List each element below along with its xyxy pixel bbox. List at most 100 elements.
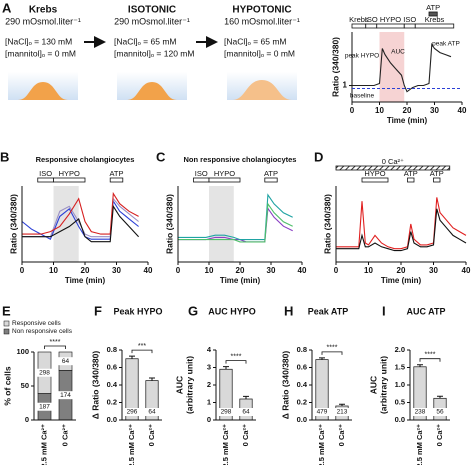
trace [352,42,452,93]
x-tick-label: 10 [205,266,214,275]
error-bar [319,357,325,360]
significance-bracket [419,358,441,362]
y-tick-label: 0.4 [297,380,308,389]
period-bar [376,23,405,29]
x-tick-label: 2.5 mM Ca²⁺ [127,424,136,465]
annotation: peak ATP [432,41,460,48]
mannitol: [mannitol]ₒ = 0 mM [5,48,76,58]
legend-swatch [3,328,10,335]
error-bar [417,364,423,367]
trace [178,202,293,243]
n-label: 213 [337,409,348,416]
period-label: ISO [403,15,416,24]
osmolarity: 290 mOsmol.liter⁻¹ [5,16,81,26]
significance-bracket [321,351,343,355]
error-bar [243,395,249,399]
y-tick-label: 0.5 [395,397,405,406]
x-tick-label: 30 [267,266,276,275]
n-label: 64 [62,358,70,365]
y-tick-label: 1 [207,397,211,406]
period-label: HYPO [214,169,235,178]
x-tick-label: 30 [429,266,438,275]
x-tick-label: 0 Ca²⁺ [435,424,444,446]
n-label: 174 [60,392,71,399]
y-axis-label: % of cells [2,366,12,405]
n-label: 298 [39,369,50,376]
x-tick-label: 0 [20,266,25,275]
period-bar [37,177,54,183]
period-bar [414,23,455,29]
significance: **** [50,339,61,346]
y-tick-label: 0.2 [107,397,117,406]
n-box [219,408,233,416]
x-tick-label: 0 [350,106,355,115]
period-label: ATP [404,169,418,178]
y-axis-label: Δ Ratio (340/380) [280,351,290,420]
shaded-period [53,186,79,262]
panel-letter: A [2,0,12,15]
significance-bracket [44,345,66,349]
y-tick-label: 0.8 [297,345,307,354]
panel-letter: H [284,303,293,318]
period-bar [109,177,124,183]
x-tick-label: 20 [81,266,90,275]
period-label: HYPO [59,169,80,178]
error-bar [437,395,443,399]
y-axis-label: Δ Ratio (340/380) [90,351,100,420]
x-tick-label: 40 [458,106,467,115]
y-tick-label: 1 [343,81,348,90]
error-bar [149,377,155,381]
cell [18,82,68,100]
period-bar [428,11,438,17]
x-tick-label: 10 [375,106,384,115]
significance: **** [425,352,436,359]
nacl: [NaCl]ₒ = 65 mM [224,36,287,46]
x-tick-label: 20 [397,266,406,275]
n-box [37,368,52,377]
n-box [315,408,329,416]
n-label: 479 [317,409,328,416]
x-tick-label: 2.5 mM Ca²⁺ [39,424,48,465]
period-bar [335,165,451,171]
trace [22,204,140,243]
significance: **** [231,353,242,360]
n-box [58,391,73,400]
n-box [145,408,159,416]
y-axis-label: AUC [174,376,184,394]
y-tick-label: 1.5 [395,362,405,371]
y-axis-label: Ratio (340/380) [322,194,332,254]
n-box [413,408,427,416]
n-box [433,408,447,416]
annotation: AUC [391,49,405,56]
osmolarity: 160 mOsmol.liter⁻¹ [224,16,300,26]
x-tick-label: 0 [334,266,339,275]
y-axis-label: Ratio (340/380) [330,37,340,97]
chart-title: Responsive cholangiocytes [36,155,135,164]
mannitol: [mannitol]ₒ = 0 mM [224,48,295,58]
y-tick-label: 0.6 [107,362,117,371]
y-tick-label: 0.0 [107,415,117,424]
x-tick-label: 40 [298,266,307,275]
chart-title: Non responsive cholangiocytes [184,155,297,164]
panel-letter: D [314,149,323,164]
solution-name: ISOTONIC [128,5,176,16]
n-box [58,357,73,366]
y-tick-label: 100 [16,347,29,356]
trace [22,191,139,235]
period-label: 0 Ca²⁺ [382,157,404,166]
x-tick-label: 0 Ca²⁺ [60,424,69,446]
solution-name: Krebs [29,5,58,16]
period-bar [403,23,416,29]
error-bar [339,403,345,406]
n-box [335,408,349,416]
x-axis-label: Time (min) [387,116,428,125]
x-tick-label: 0 [176,266,181,275]
nacl: [NaCl]ₒ = 130 mM [5,36,72,46]
solution-name: HYPOTONIC [232,5,291,16]
y-tick-label: 0.6 [297,362,307,371]
y-tick-label: 4 [207,345,212,354]
period-label: ATP [426,3,440,12]
n-label: 64 [148,409,156,416]
trace [178,193,293,241]
